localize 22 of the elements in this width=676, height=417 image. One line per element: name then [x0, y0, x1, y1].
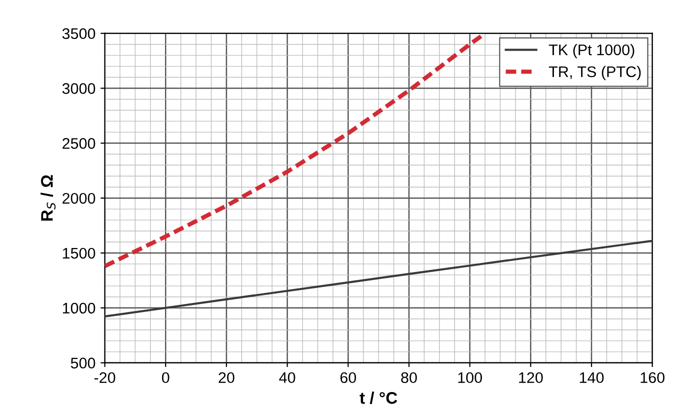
y-tick-label: 3000 — [62, 83, 96, 94]
y-tick-label: 2000 — [62, 192, 96, 204]
y-tick-label: 1500 — [62, 248, 96, 259]
y-tick-label: 3500 — [62, 28, 96, 40]
y-tick-label: 2500 — [62, 138, 96, 149]
x-axis-title: t / °C — [360, 392, 398, 404]
x-tick-label: 160 — [640, 372, 664, 384]
line-series — [104, 240, 652, 318]
x-tick-label: -20 — [94, 372, 116, 384]
x-tick-label: 60 — [340, 372, 356, 384]
x-tick-label: 0 — [162, 372, 170, 384]
legend-label: TR, TS (PTC) — [548, 66, 641, 80]
x-tick-label: 80 — [401, 372, 417, 384]
legend-label: TK (Pt 1000) — [548, 44, 634, 58]
x-tick-label: 20 — [218, 372, 234, 384]
x-tick-label: 100 — [458, 372, 482, 384]
y-axis-title: R$_{S}$ / Ω — [40, 175, 56, 221]
y-tick-label: 1000 — [62, 302, 96, 314]
y-tick-label: 500 — [70, 358, 96, 368]
x-tick-label: 120 — [519, 372, 543, 384]
x-tick-label: 40 — [279, 372, 296, 384]
x-tick-label: 140 — [580, 372, 604, 384]
